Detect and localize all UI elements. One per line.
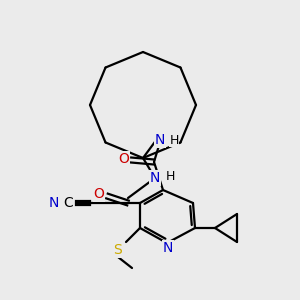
Text: S: S	[114, 243, 122, 257]
Text: N: N	[150, 171, 160, 185]
Text: O: O	[94, 187, 104, 201]
Text: O: O	[118, 152, 129, 166]
Text: H: H	[169, 134, 179, 146]
Text: N: N	[163, 241, 173, 255]
Text: N: N	[155, 133, 165, 147]
Text: N: N	[49, 196, 59, 210]
Text: C: C	[63, 196, 73, 210]
Text: H: H	[165, 170, 175, 184]
